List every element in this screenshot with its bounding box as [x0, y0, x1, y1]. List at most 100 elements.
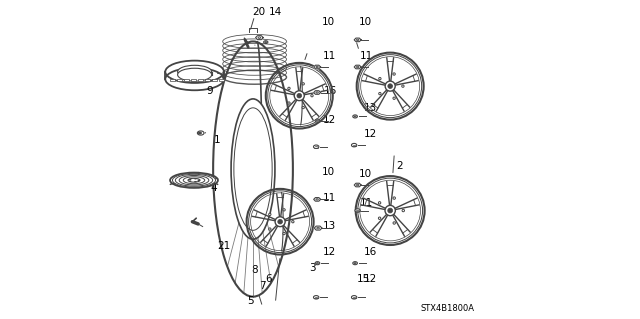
Ellipse shape	[179, 175, 209, 185]
Ellipse shape	[356, 66, 359, 68]
Bar	[205, 79, 210, 81]
Ellipse shape	[172, 173, 216, 187]
Bar	[170, 79, 175, 81]
Ellipse shape	[302, 107, 305, 109]
Bar	[219, 79, 224, 81]
Ellipse shape	[317, 227, 319, 229]
Text: 11: 11	[323, 51, 337, 61]
Bar	[212, 79, 217, 81]
Ellipse shape	[311, 94, 313, 97]
Ellipse shape	[183, 177, 205, 184]
Ellipse shape	[178, 68, 212, 81]
Polygon shape	[255, 36, 263, 40]
Polygon shape	[314, 226, 322, 230]
Ellipse shape	[354, 263, 356, 264]
Ellipse shape	[288, 102, 290, 104]
Ellipse shape	[297, 93, 301, 98]
Polygon shape	[354, 38, 361, 42]
Polygon shape	[354, 183, 361, 187]
Ellipse shape	[353, 115, 357, 118]
Text: 11: 11	[360, 51, 373, 61]
Ellipse shape	[378, 202, 381, 204]
Ellipse shape	[294, 91, 304, 100]
Bar	[191, 79, 196, 81]
Text: 3: 3	[310, 263, 316, 273]
Ellipse shape	[231, 99, 275, 239]
Text: 15: 15	[357, 274, 371, 284]
Ellipse shape	[354, 116, 356, 117]
Ellipse shape	[393, 73, 396, 75]
Text: 10: 10	[359, 17, 372, 27]
Ellipse shape	[288, 87, 290, 90]
Text: 13: 13	[323, 221, 336, 232]
Ellipse shape	[278, 219, 282, 224]
Text: 4: 4	[210, 183, 216, 193]
Ellipse shape	[314, 296, 319, 299]
Ellipse shape	[258, 37, 260, 38]
Polygon shape	[314, 91, 321, 94]
Polygon shape	[314, 197, 321, 201]
Bar	[177, 79, 182, 81]
Ellipse shape	[393, 222, 396, 224]
Polygon shape	[354, 65, 361, 69]
Ellipse shape	[353, 262, 357, 265]
Text: STX4B1800A: STX4B1800A	[420, 304, 475, 313]
Ellipse shape	[379, 93, 381, 95]
Ellipse shape	[317, 120, 319, 121]
Ellipse shape	[316, 199, 318, 200]
Text: 6: 6	[266, 274, 272, 284]
Text: 2: 2	[396, 161, 403, 171]
Ellipse shape	[379, 78, 381, 80]
Ellipse shape	[316, 66, 318, 68]
Text: 12: 12	[364, 129, 377, 139]
Ellipse shape	[378, 217, 381, 219]
Ellipse shape	[292, 220, 294, 223]
Ellipse shape	[385, 205, 396, 216]
Ellipse shape	[302, 83, 305, 85]
Ellipse shape	[315, 119, 320, 122]
Ellipse shape	[198, 180, 200, 181]
Text: 20: 20	[252, 7, 265, 17]
Ellipse shape	[316, 92, 318, 93]
Text: 12: 12	[323, 115, 336, 125]
Ellipse shape	[315, 262, 320, 265]
Ellipse shape	[385, 81, 396, 91]
Ellipse shape	[356, 39, 359, 41]
Text: 10: 10	[359, 169, 372, 179]
Ellipse shape	[234, 108, 272, 230]
Text: 13: 13	[364, 103, 377, 114]
Text: 1: 1	[214, 135, 221, 145]
Ellipse shape	[283, 233, 285, 235]
Ellipse shape	[356, 184, 359, 186]
Ellipse shape	[188, 178, 200, 182]
Ellipse shape	[351, 296, 357, 299]
Text: 16: 16	[364, 247, 377, 257]
Ellipse shape	[213, 41, 293, 297]
Text: 21: 21	[218, 241, 230, 251]
Ellipse shape	[198, 132, 202, 134]
Ellipse shape	[269, 213, 271, 216]
Polygon shape	[314, 65, 321, 69]
Ellipse shape	[317, 263, 319, 264]
Text: 11: 11	[323, 193, 337, 204]
Ellipse shape	[393, 97, 396, 100]
Ellipse shape	[388, 208, 392, 213]
Ellipse shape	[264, 41, 268, 43]
Text: 5: 5	[248, 296, 254, 307]
Text: 12: 12	[364, 274, 377, 284]
Text: 14: 14	[269, 7, 282, 17]
Ellipse shape	[393, 197, 396, 199]
Text: 11: 11	[360, 197, 373, 208]
Bar	[198, 79, 203, 81]
Ellipse shape	[275, 217, 285, 226]
Text: 16: 16	[324, 86, 337, 96]
Ellipse shape	[355, 209, 360, 212]
Ellipse shape	[195, 178, 196, 179]
Text: 10: 10	[321, 17, 335, 27]
Ellipse shape	[283, 209, 285, 211]
Text: 10: 10	[321, 167, 335, 177]
Text: 12: 12	[323, 247, 336, 257]
Ellipse shape	[351, 144, 357, 147]
Bar	[184, 79, 189, 81]
Ellipse shape	[402, 85, 404, 87]
